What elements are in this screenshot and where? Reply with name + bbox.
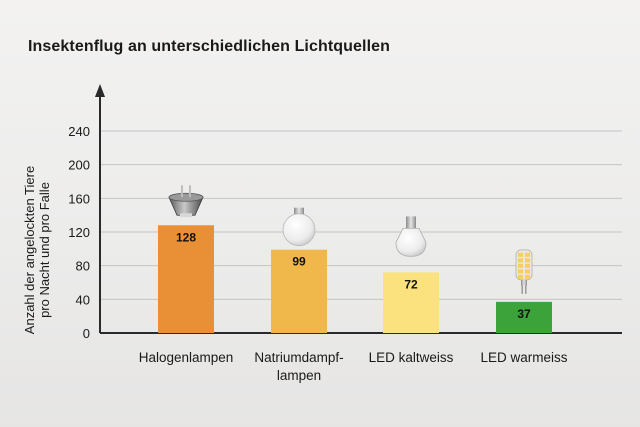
sodium-bulb-lamp-icon [282,207,316,247]
halogen-front [168,192,204,202]
bar-value-label: 99 [292,255,306,269]
halogen-pin [181,185,183,198]
bar-value-label: 128 [176,230,196,244]
corn-led [518,252,523,257]
y-tick-label: 120 [68,225,90,240]
led-glass [395,227,427,257]
corn-led [525,252,530,257]
x-category-label: Natriumdampf- [254,350,343,365]
corn-led [525,263,530,268]
corn-led [525,274,530,279]
chart-title: Insektenflug an unterschiedlichen Lichtq… [28,38,390,55]
y-axis-arrow-icon [95,84,105,97]
led-bulb-lamp-icon [395,216,427,257]
y-tick-label: 200 [68,158,90,173]
halogen-pin [189,185,191,198]
corn-led [525,269,530,274]
halogen-spot-lamp-icon [168,185,204,218]
bulb-glass [282,213,316,247]
bar-value-label: 37 [517,307,531,321]
corn-led [518,274,523,279]
corn-led [518,258,523,263]
bulb-base [294,207,304,216]
bar [271,249,327,333]
corn-led [518,269,523,274]
bar [383,272,439,333]
y-tick-label: 40 [76,292,90,307]
corn-led [525,258,530,263]
y-tick-label: 160 [68,191,90,206]
y-tick-label: 240 [68,124,90,139]
x-category-label: Halogenlampen [139,350,234,365]
corn-led [518,263,523,268]
halogen-base [180,213,192,218]
y-tick-label: 0 [83,326,90,341]
led-base [406,216,416,229]
x-category-label: LED warmeiss [480,350,567,365]
x-category-label: LED kaltweiss [369,350,454,365]
corn-base [521,279,527,286]
corn-pin [525,285,527,294]
bar-value-label: 72 [404,277,418,291]
corn-pin [521,285,523,294]
bar [158,225,214,333]
led-corn-lamp-icon [515,249,533,294]
x-category-label: lampen [277,368,321,383]
bar [496,301,552,333]
y-tick-label: 80 [76,259,90,274]
